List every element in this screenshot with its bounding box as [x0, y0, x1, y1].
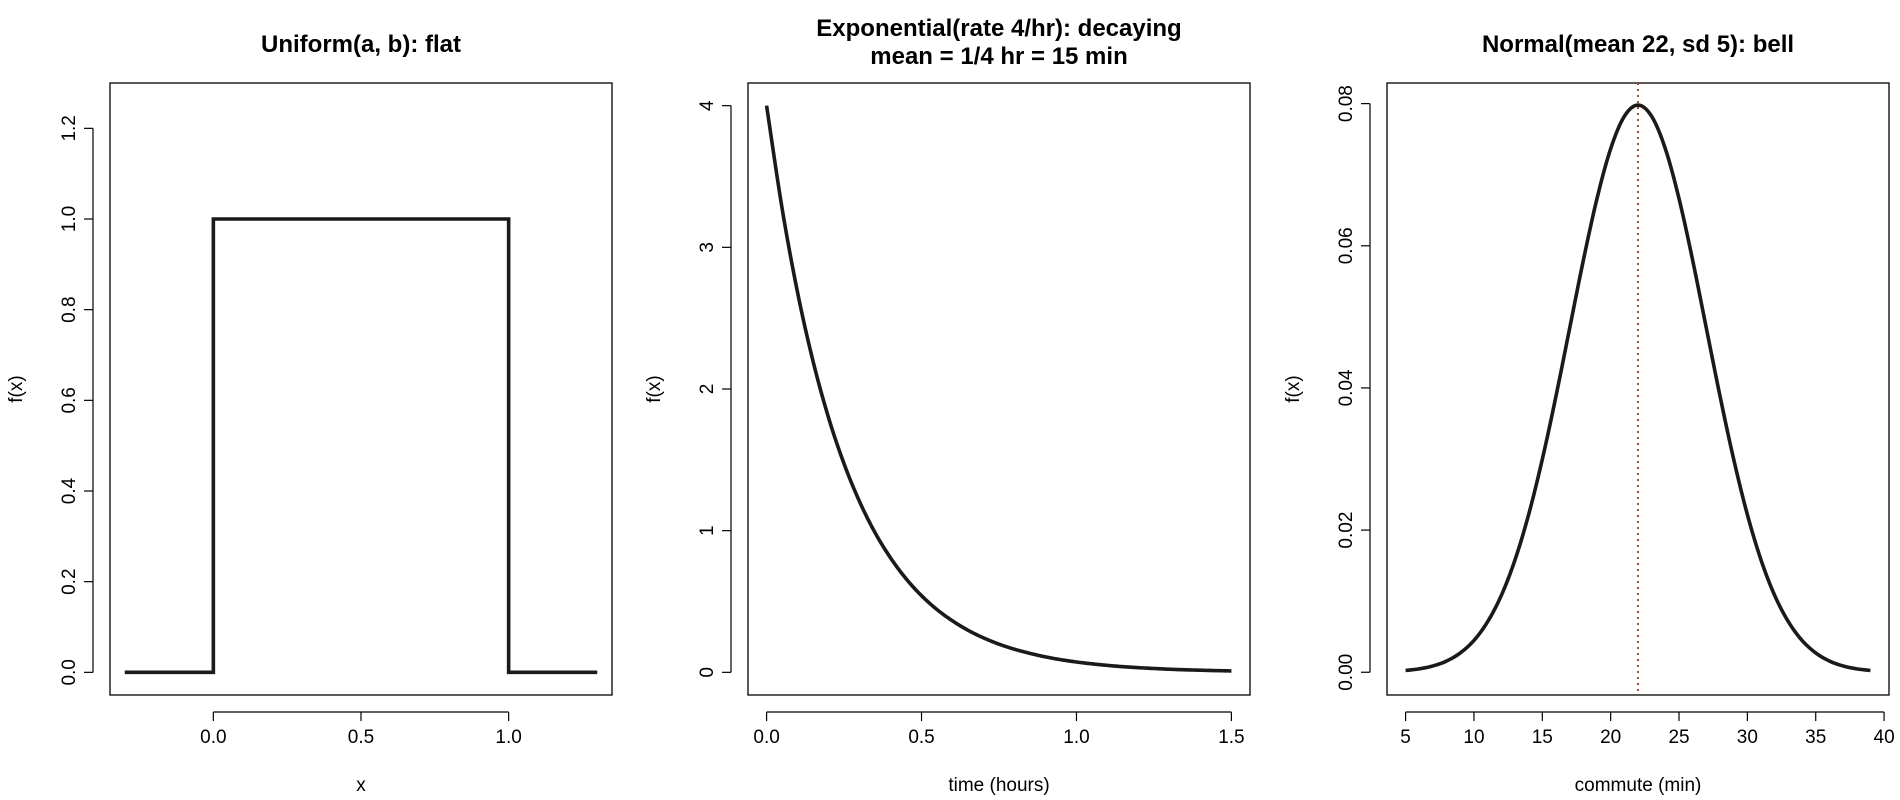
exponential-density-curve: [764, 105, 1232, 673]
uniform-y-tick-label: 1.2: [59, 115, 80, 141]
normal-x-tick-label: 5: [1400, 727, 1411, 748]
uniform-x-tick-label: 1.0: [495, 727, 521, 748]
uniform-y-axis-label: f(x): [6, 375, 27, 402]
normal-panel: Normal(mean 22, sd 5): bell 5 10 15 20 25 30 35…: [1283, 31, 1895, 796]
exponential-y-tick-label: 1: [697, 525, 718, 536]
uniform-title: Uniform(a, b): flat: [261, 31, 461, 58]
normal-x-tick-label: 30: [1737, 727, 1758, 748]
normal-x-axis-label: commute (min): [1575, 775, 1702, 796]
uniform-y-tick-label: 0.0: [59, 659, 80, 685]
uniform-y-tick-label: 0.6: [59, 387, 80, 413]
normal-y-tick-label: 0.06: [1336, 227, 1357, 264]
exponential-y-axis-label: f(x): [644, 375, 665, 402]
exponential-y-tick-label: 3: [697, 242, 718, 253]
normal-y-axis-label: f(x): [1283, 375, 1304, 402]
exponential-x-tick-label: 1.5: [1218, 727, 1244, 748]
uniform-y-tick-label: 0.2: [59, 568, 80, 594]
normal-y-tick-label: 0.02: [1336, 512, 1357, 549]
normal-y-tick-label: 0.08: [1336, 85, 1357, 122]
exponential-x-tick-label: 1.0: [1063, 727, 1089, 748]
uniform-x-tick-label: 0.5: [348, 727, 374, 748]
uniform-panel: Uniform(a, b): flat 0.0 0.5 1.0 0.0 0.2 0.4 0.6…: [6, 31, 613, 796]
uniform-x-axis-label: x: [356, 775, 366, 796]
exponential-x-axis-label: time (hours): [948, 775, 1049, 796]
normal-x-tick-label: 15: [1532, 727, 1553, 748]
exponential-y-tick-label: 0: [697, 667, 718, 678]
normal-x-tick-label: 25: [1668, 727, 1689, 748]
uniform-plot-frame: [109, 82, 613, 696]
exponential-x-tick-label: 0.0: [753, 727, 779, 748]
uniform-y-tick-label: 1.0: [59, 206, 80, 232]
uniform-density-curve: [124, 217, 598, 675]
exponential-plot-frame: [747, 82, 1251, 696]
normal-x-tick-label: 10: [1463, 727, 1484, 748]
exponential-x-tick-label: 0.5: [908, 727, 934, 748]
normal-y-tick-label: 0.00: [1336, 654, 1357, 691]
exponential-y-tick-label: 2: [697, 384, 718, 395]
exponential-y-tick-label: 4: [697, 100, 718, 111]
uniform-x-tick-label: 0.0: [200, 727, 226, 748]
normal-density-curve: [1405, 103, 1871, 673]
exponential-title: mean = 1/4 hr = 15 min: [870, 43, 1127, 70]
normal-x-tick-label: 40: [1874, 727, 1895, 748]
normal-x-tick-label: 35: [1805, 727, 1826, 748]
uniform-y-tick-label: 0.4: [59, 477, 80, 504]
normal-y-tick-label: 0.04: [1336, 369, 1357, 406]
uniform-y-tick-label: 0.8: [59, 296, 80, 322]
exponential-title: Exponential(rate 4/hr): decaying: [816, 15, 1181, 42]
normal-x-tick-label: 20: [1600, 727, 1621, 748]
normal-title: Normal(mean 22, sd 5): bell: [1482, 31, 1794, 58]
